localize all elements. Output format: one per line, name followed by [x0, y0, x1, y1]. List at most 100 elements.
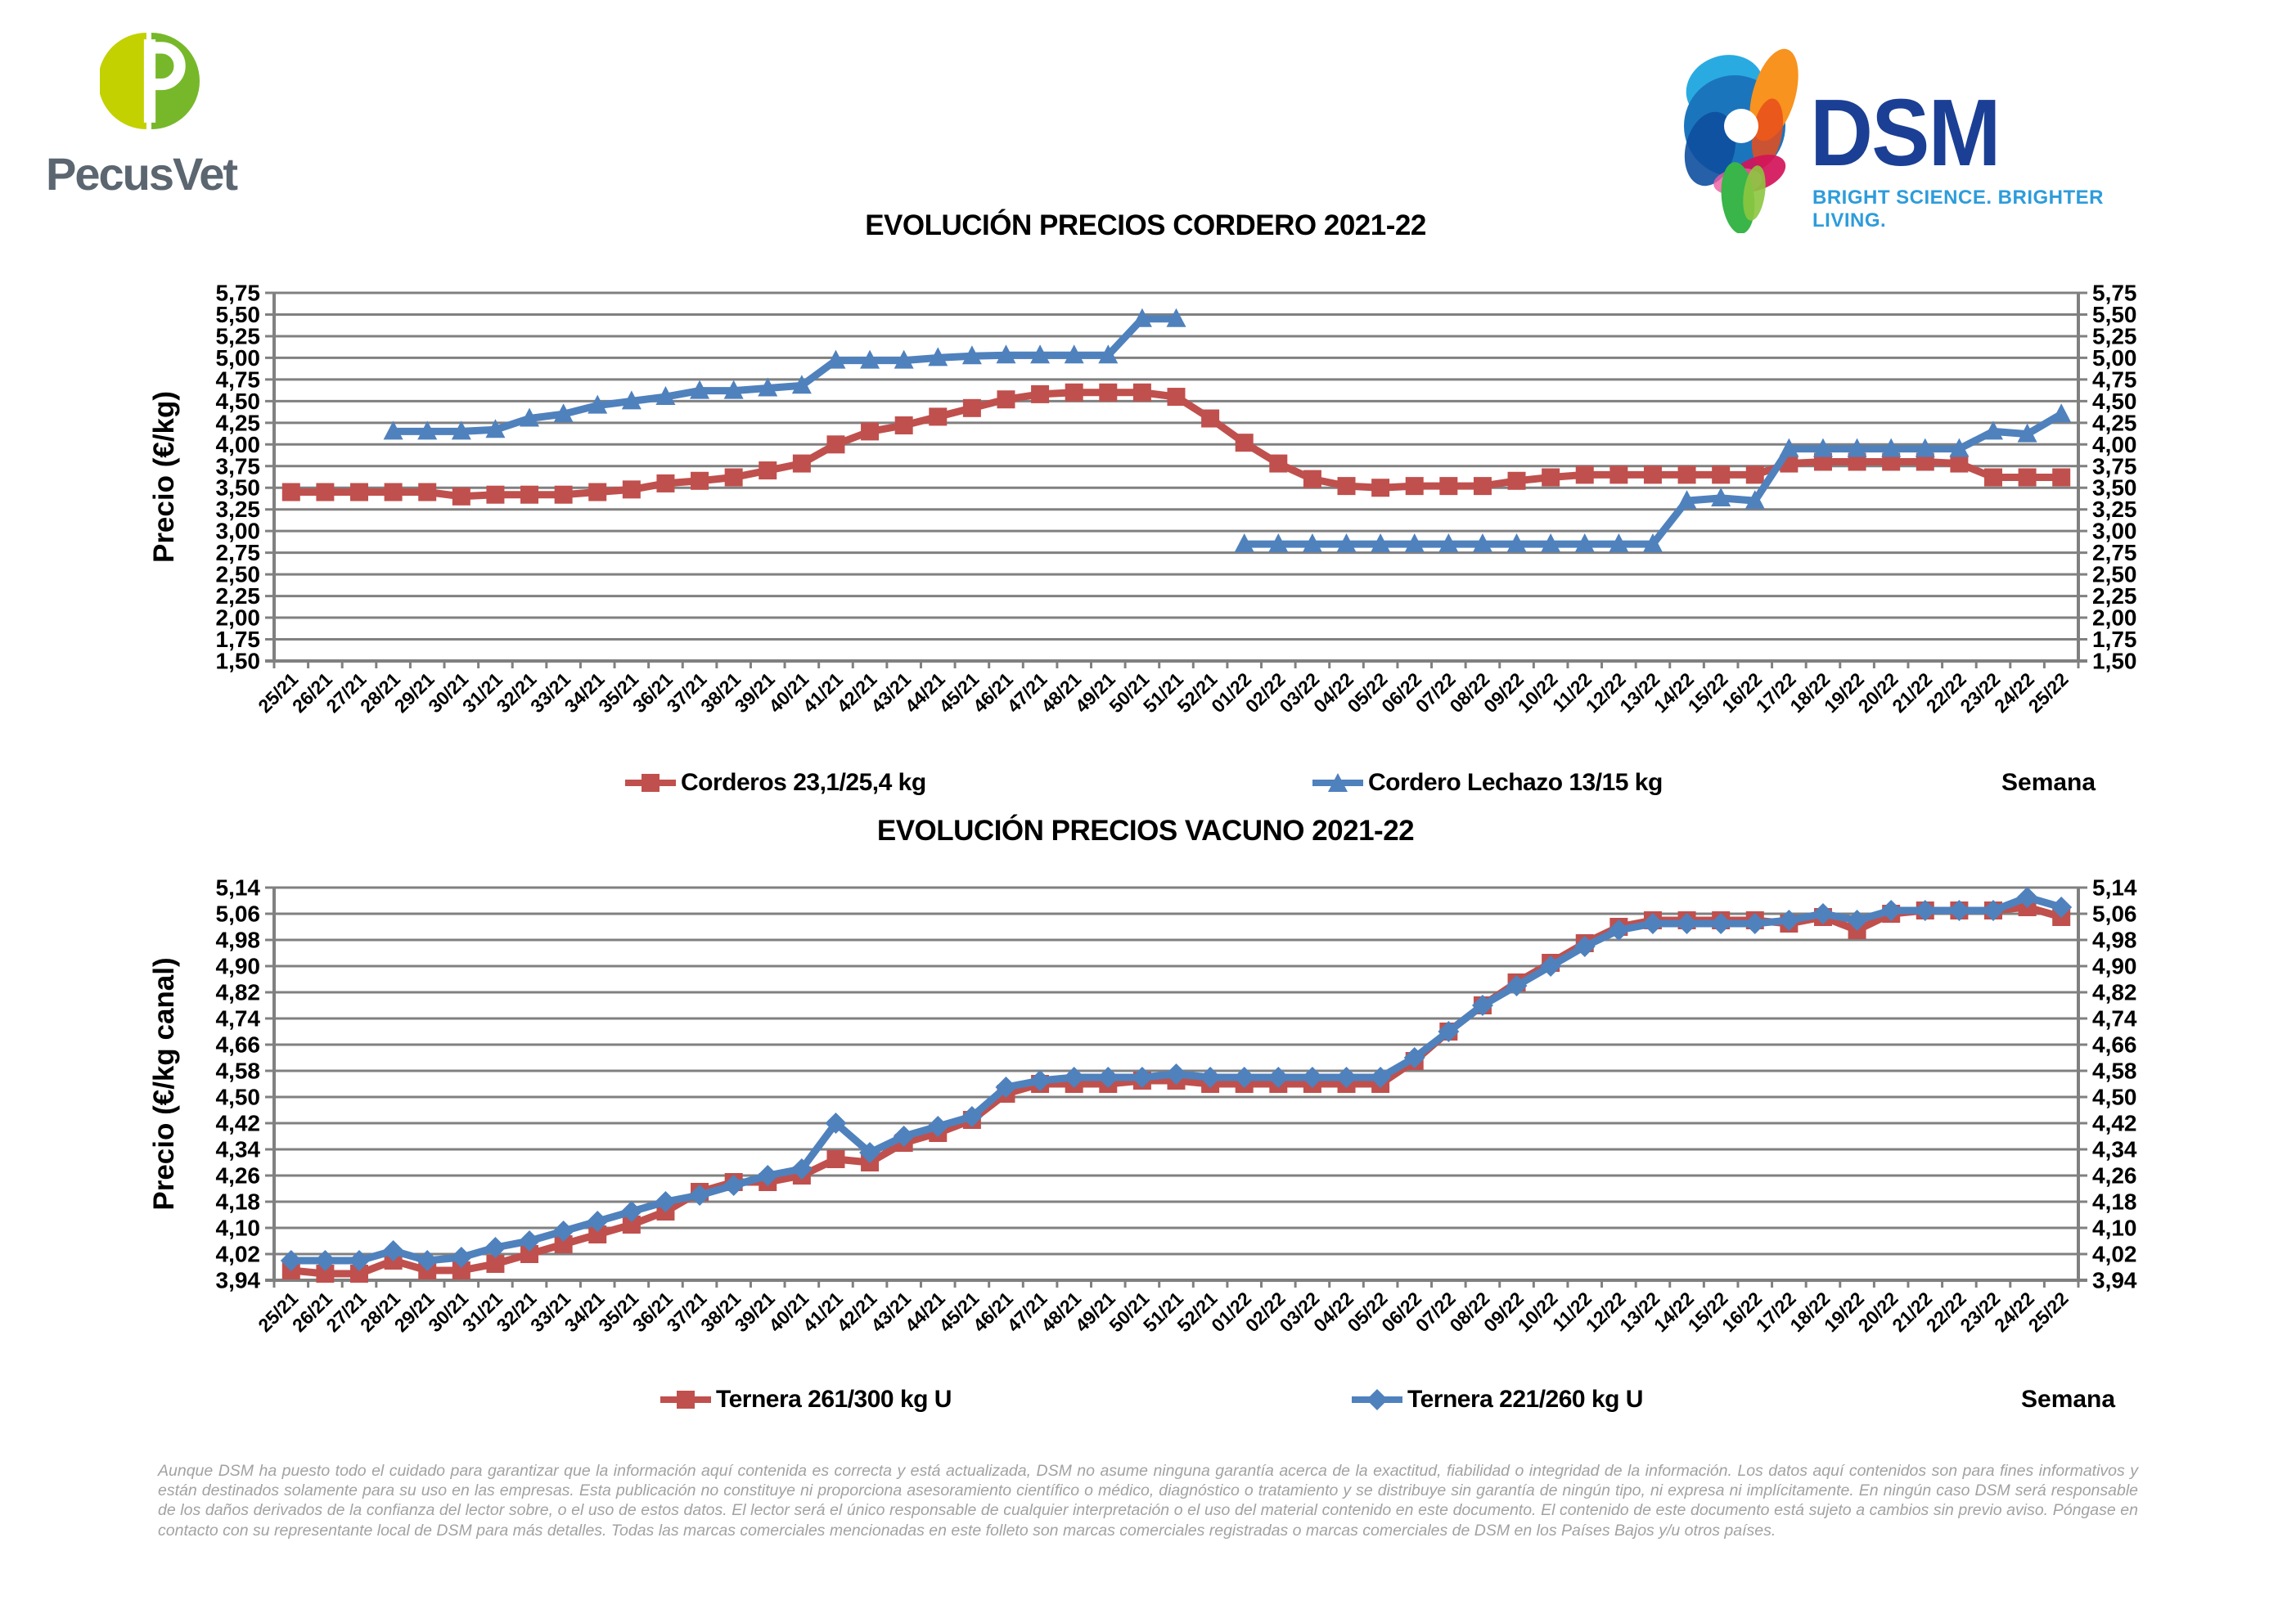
svg-text:10/22: 10/22	[1514, 668, 1562, 717]
svg-text:4,66: 4,66	[2092, 1032, 2137, 1058]
svg-text:2,25: 2,25	[216, 583, 261, 609]
legend-item-ternera-261-300-kg-u: Ternera 261/300 kg U	[659, 1374, 952, 1425]
chart1-title: EVOLUCIÓN PRECIOS CORDERO 2021-22	[865, 209, 1426, 241]
svg-text:2,75: 2,75	[2092, 540, 2137, 565]
svg-text:4,42: 4,42	[216, 1111, 261, 1136]
svg-text:4,18: 4,18	[2092, 1189, 2137, 1215]
pecusvet-logo-text: PecusVet	[46, 148, 238, 200]
pecusvet-logo: PecusVet	[41, 25, 311, 213]
svg-text:25/22: 25/22	[2024, 1288, 2073, 1336]
legend-marker-icon	[1352, 1389, 1402, 1410]
svg-text:2,75: 2,75	[216, 540, 261, 565]
legend-item-ternera-221-260-kg-u: Ternera 221/260 kg U	[1350, 1374, 1643, 1425]
legend-label: Ternera 221/260 kg U	[1407, 1386, 1643, 1413]
svg-text:Precio (€/kg): Precio (€/kg)	[148, 391, 180, 563]
svg-text:1,75: 1,75	[2092, 627, 2137, 652]
legend-label: Ternera 261/300 kg U	[716, 1386, 952, 1413]
dsm-logo: DSM BRIGHT SCIENCE. BRIGHTER LIVING.	[1677, 41, 2136, 237]
svg-text:25/22: 25/22	[2024, 668, 2073, 717]
svg-text:4,50: 4,50	[216, 1085, 261, 1110]
svg-text:4,10: 4,10	[2092, 1216, 2137, 1241]
svg-text:4,98: 4,98	[216, 928, 261, 953]
svg-text:4,50: 4,50	[2092, 1085, 2137, 1110]
svg-text:2,25: 2,25	[2092, 583, 2137, 609]
svg-text:3,75: 3,75	[216, 453, 261, 479]
svg-text:4,90: 4,90	[2092, 954, 2137, 979]
svg-text:4,50: 4,50	[216, 389, 261, 414]
svg-text:4,66: 4,66	[216, 1032, 261, 1058]
svg-text:5,00: 5,00	[216, 345, 261, 371]
svg-text:3,00: 3,00	[2092, 519, 2137, 544]
legend-label: Cordero Lechazo 13/15 kg	[1368, 769, 1663, 796]
legend-item-cordero-lechazo-13-15-kg: Cordero Lechazo 13/15 kg	[1311, 758, 1663, 808]
svg-text:3,50: 3,50	[2092, 475, 2137, 501]
svg-text:3,94: 3,94	[2092, 1268, 2137, 1293]
svg-text:5,75: 5,75	[2092, 281, 2137, 306]
svg-text:Precio (€/kg canal): Precio (€/kg canal)	[148, 957, 180, 1210]
svg-text:2,50: 2,50	[216, 562, 261, 587]
chart2-canvas: 3,94 3,944,02 4,024,10 4,104,18 4,184,26 4,26…	[148, 879, 2137, 1336]
svg-text:4,25: 4,25	[216, 410, 261, 435]
svg-text:4,00: 4,00	[216, 432, 261, 457]
svg-text:1,50: 1,50	[216, 649, 261, 674]
svg-text:5,06: 5,06	[216, 901, 261, 927]
svg-text:4,75: 4,75	[216, 366, 261, 392]
svg-text:4,58: 4,58	[216, 1059, 261, 1084]
svg-text:4,42: 4,42	[2092, 1111, 2137, 1136]
svg-text:5,50: 5,50	[2092, 302, 2137, 327]
svg-text:5,75: 5,75	[216, 281, 261, 306]
chart1-canvas: 1,50 1,501,75 1,752,00 2,002,25 2,252,50 2,50…	[148, 281, 2137, 717]
svg-text:4,82: 4,82	[216, 980, 261, 1005]
svg-text:10/22: 10/22	[1514, 1288, 1562, 1336]
svg-text:4,50: 4,50	[2092, 389, 2137, 414]
svg-text:4,26: 4,26	[2092, 1163, 2137, 1189]
svg-text:2,00: 2,00	[2092, 605, 2137, 631]
svg-text:4,75: 4,75	[2092, 366, 2137, 392]
disclaimer-text: Aunque DSM ha puesto todo el cuidado par…	[158, 1462, 2138, 1540]
x-axis-title: Semana	[2021, 1386, 2116, 1413]
svg-text:5,14: 5,14	[2092, 879, 2137, 901]
svg-text:4,00: 4,00	[2092, 432, 2137, 457]
chart1-legend: Corderos 23,1/25,4 kg Cordero Lechazo 13/…	[123, 758, 2168, 808]
dsm-swirl-icon	[1684, 48, 1799, 234]
dsm-tagline: BRIGHT SCIENCE. BRIGHTER LIVING.	[1812, 187, 2105, 232]
svg-text:3,25: 3,25	[2092, 497, 2137, 522]
svg-text:4,26: 4,26	[216, 1163, 261, 1189]
x-axis-title: Semana	[2001, 769, 2096, 796]
svg-text:2,50: 2,50	[2092, 562, 2137, 587]
svg-text:4,74: 4,74	[216, 1006, 261, 1032]
svg-text:5,50: 5,50	[216, 302, 261, 327]
svg-text:4,18: 4,18	[216, 1189, 261, 1215]
svg-text:1,50: 1,50	[2092, 649, 2137, 674]
svg-text:3,75: 3,75	[2092, 453, 2137, 479]
svg-text:4,25: 4,25	[2092, 410, 2137, 435]
pecusvet-icon	[100, 33, 200, 129]
svg-text:5,06: 5,06	[2092, 901, 2137, 927]
svg-text:5,14: 5,14	[216, 879, 261, 901]
svg-text:3,00: 3,00	[216, 519, 261, 544]
svg-text:2,00: 2,00	[216, 605, 261, 631]
svg-text:3,94: 3,94	[216, 1268, 261, 1293]
svg-text:5,00: 5,00	[2092, 345, 2137, 371]
svg-text:4,02: 4,02	[216, 1242, 261, 1267]
svg-text:5,25: 5,25	[2092, 323, 2137, 348]
svg-text:4,58: 4,58	[2092, 1059, 2137, 1084]
svg-text:4,10: 4,10	[216, 1216, 261, 1241]
svg-text:5,25: 5,25	[216, 323, 261, 348]
chart2-title: EVOLUCIÓN PRECIOS VACUNO 2021-22	[876, 815, 1415, 847]
svg-text:4,74: 4,74	[2092, 1006, 2137, 1032]
svg-text:4,90: 4,90	[216, 954, 261, 979]
legend-marker-icon	[1312, 773, 1363, 792]
legend-item-corderos-23-1-25-4-kg: Corderos 23,1/25,4 kg	[624, 758, 926, 808]
svg-text:4,34: 4,34	[216, 1137, 261, 1162]
svg-text:4,02: 4,02	[2092, 1242, 2137, 1267]
chart2-legend: Ternera 261/300 kg U Ternera 221/260 kg U…	[123, 1374, 2168, 1425]
legend-marker-icon	[625, 774, 676, 792]
svg-text:3,25: 3,25	[216, 497, 261, 522]
dsm-logo-text: DSM	[1810, 79, 2001, 186]
svg-text:3,50: 3,50	[216, 475, 261, 501]
legend-marker-icon	[660, 1391, 711, 1409]
svg-text:4,82: 4,82	[2092, 980, 2137, 1005]
legend-label: Corderos 23,1/25,4 kg	[681, 769, 926, 796]
